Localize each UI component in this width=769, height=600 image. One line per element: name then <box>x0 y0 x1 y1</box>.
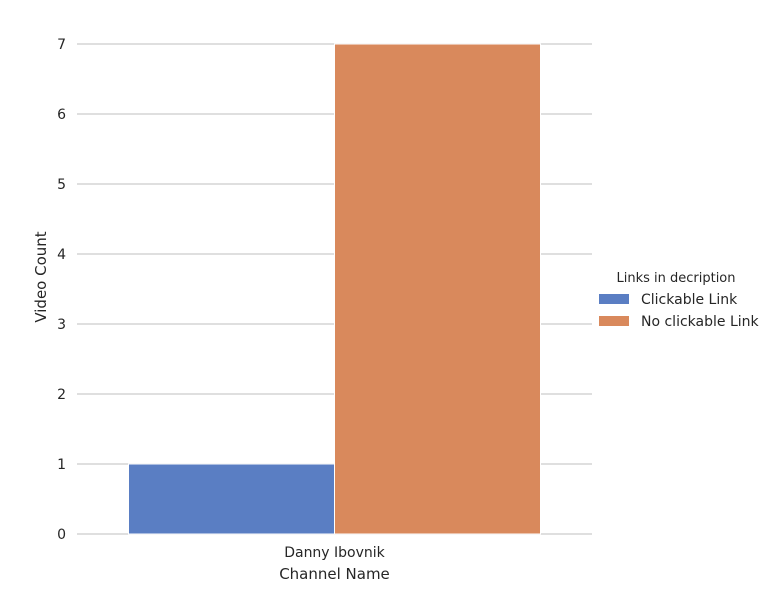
y-tick-label: 4 <box>57 247 66 263</box>
y-tick-label: 6 <box>57 107 66 123</box>
bars <box>128 43 541 535</box>
y-tick-label: 0 <box>57 527 66 543</box>
legend-title: Links in decription <box>616 271 735 286</box>
bar-no-clickable-link <box>334 43 541 535</box>
y-tick-label: 5 <box>57 177 66 193</box>
y-axis-label: Video Count <box>32 231 50 322</box>
legend-swatch <box>599 294 629 304</box>
legend-swatch <box>599 316 629 326</box>
x-tick-labels: Danny Ibovnik <box>284 545 385 561</box>
y-tick-label: 1 <box>57 457 66 473</box>
legend-items: Clickable Link No clickable Link <box>599 292 760 330</box>
y-tick-labels: 0 1 2 3 4 5 6 7 <box>57 37 66 543</box>
y-tick-label: 7 <box>57 37 66 53</box>
bar-clickable-link <box>128 463 335 535</box>
x-axis-label: Channel Name <box>279 565 390 583</box>
y-tick-label: 2 <box>57 387 66 403</box>
legend-label: Clickable Link <box>641 292 738 308</box>
y-tick-label: 3 <box>57 317 66 333</box>
legend-label: No clickable Link <box>641 314 760 330</box>
legend: Links in decription Clickable Link No cli… <box>599 271 760 330</box>
x-tick-label: Danny Ibovnik <box>284 545 385 561</box>
